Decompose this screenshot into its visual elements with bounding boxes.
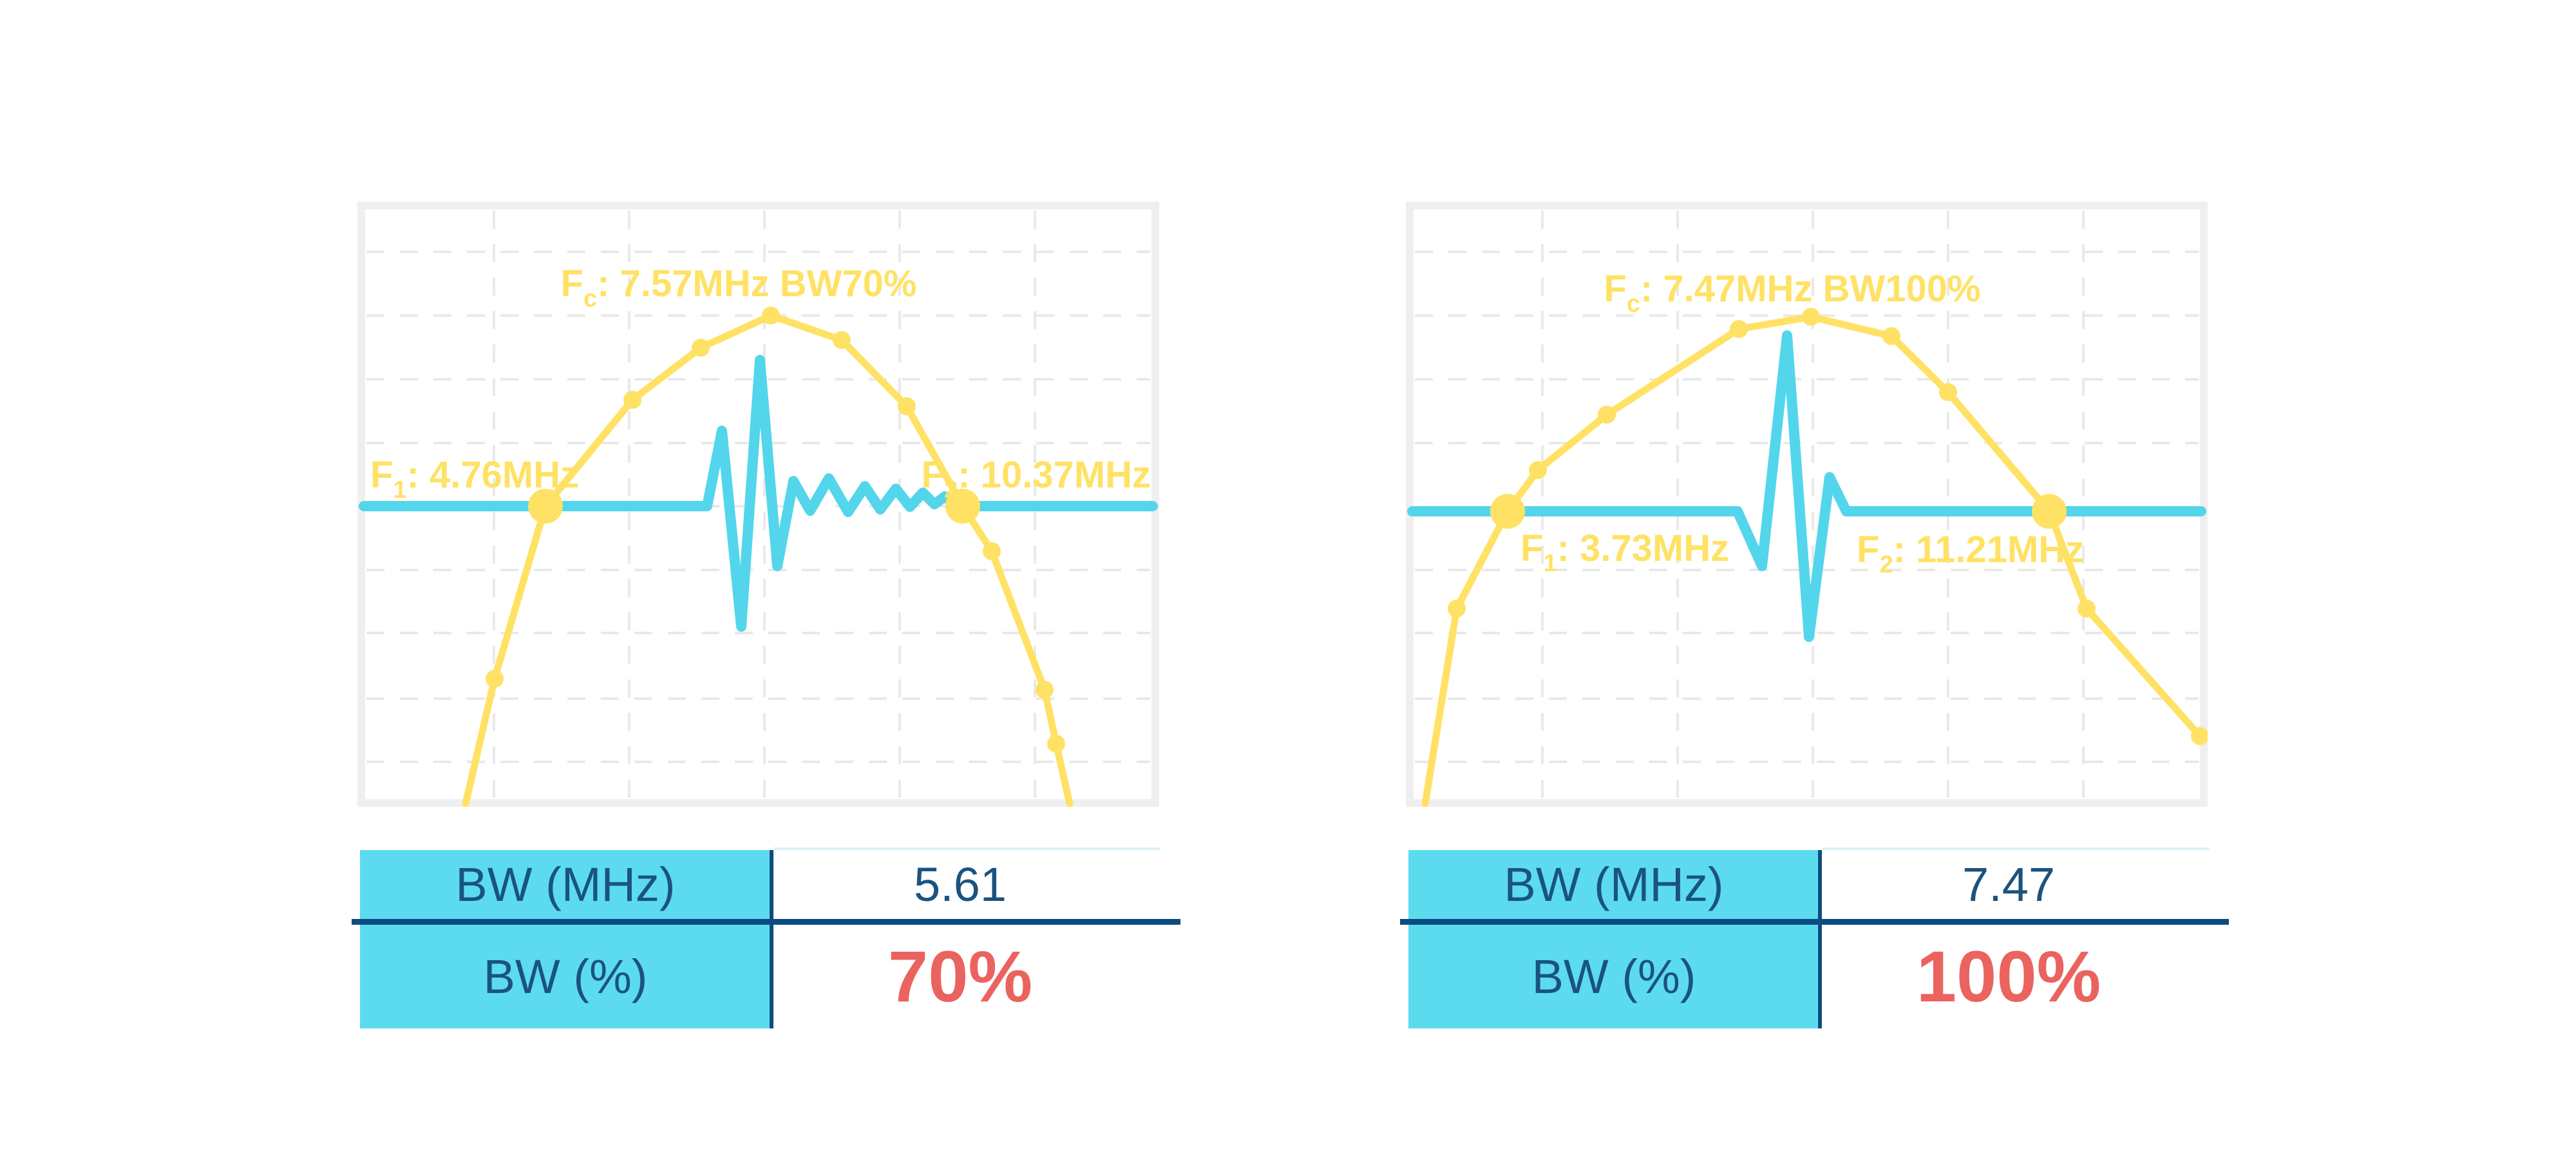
chart-bw100: Fc: 7.47MHz BW100% F1: 3.73MHz F2: 11.21MH… [1406, 202, 2208, 807]
row-divider-line [352, 919, 1180, 925]
row-divider-line [1400, 919, 2229, 925]
bandwidth-marker [528, 489, 563, 524]
bandwidth-marker [1490, 494, 1525, 529]
data-point-marker [1529, 461, 1547, 479]
pulse-waveform [1407, 330, 2206, 642]
value-column-topline [1822, 847, 2209, 850]
data-point-marker [2191, 727, 2208, 745]
fc-annotation: Fc: 7.57MHz BW70% [561, 263, 917, 312]
data-point-marker [1036, 681, 1054, 699]
bw-mhz-value: 7.47 [1962, 858, 2056, 911]
f2-annotation: F2: 10.37MHz [922, 454, 1151, 504]
data-point-marker [1448, 600, 1466, 618]
data-point-marker [1598, 406, 1616, 424]
data-point-marker [833, 331, 851, 349]
bw100-table: BW (MHz) BW (%) 7.47 100% [1400, 847, 2237, 1154]
bw-mhz-label: BW (MHz) [455, 858, 676, 911]
fc-annotation: Fc: 7.47MHz BW100% [1604, 268, 1980, 317]
panel-bw70: Fc: 7.57MHz BW70% F1: 4.76MHz F2: 10.37MHz… [352, 202, 1189, 1154]
data-point-marker [1730, 320, 1748, 338]
f2-annotation: F2: 11.21MHz [1857, 529, 2084, 578]
spectrum-curve [462, 312, 1074, 807]
bw-pct-label: BW (%) [483, 950, 648, 1003]
f1-annotation: F1: 3.73MHz [1520, 527, 1729, 577]
data-point-marker [1802, 308, 1820, 326]
data-point-marker [983, 542, 1001, 560]
bw-mhz-value: 5.61 [913, 858, 1007, 911]
column-divider-line [770, 850, 773, 1028]
data-point-marker [623, 391, 641, 409]
data-point-marker [692, 339, 710, 357]
bw-pct-value: 100% [1916, 936, 2101, 1017]
data-point-marker [762, 307, 780, 325]
data-point-marker [486, 670, 504, 688]
bw-mhz-label: BW (MHz) [1504, 858, 1724, 911]
data-point-marker [1939, 383, 1957, 401]
column-divider-line [1818, 850, 1822, 1028]
data-point-marker [898, 397, 916, 415]
data-point-marker [2078, 600, 2096, 618]
bw70-table: BW (MHz) BW (%) 5.61 70% [352, 847, 1189, 1154]
bandwidth-marker [2032, 494, 2067, 529]
bw-pct-label: BW (%) [1531, 950, 1696, 1003]
label-column-background [1408, 850, 1819, 1028]
label-column-background [360, 850, 771, 1028]
bandwidth-marker [945, 489, 980, 524]
panel-bw100: Fc: 7.47MHz BW100% F1: 3.73MHz F2: 11.21MH… [1400, 202, 2237, 1154]
data-point-marker [1047, 735, 1065, 753]
f1-annotation: F1: 4.76MHz [370, 454, 579, 504]
chart-bw70: Fc: 7.57MHz BW70% F1: 4.76MHz F2: 10.37MHz [357, 202, 1159, 807]
value-column-topline [773, 847, 1160, 850]
data-point-marker [1882, 327, 1900, 345]
bw-pct-value: 70% [887, 936, 1033, 1017]
plot-frame [1406, 202, 2208, 807]
